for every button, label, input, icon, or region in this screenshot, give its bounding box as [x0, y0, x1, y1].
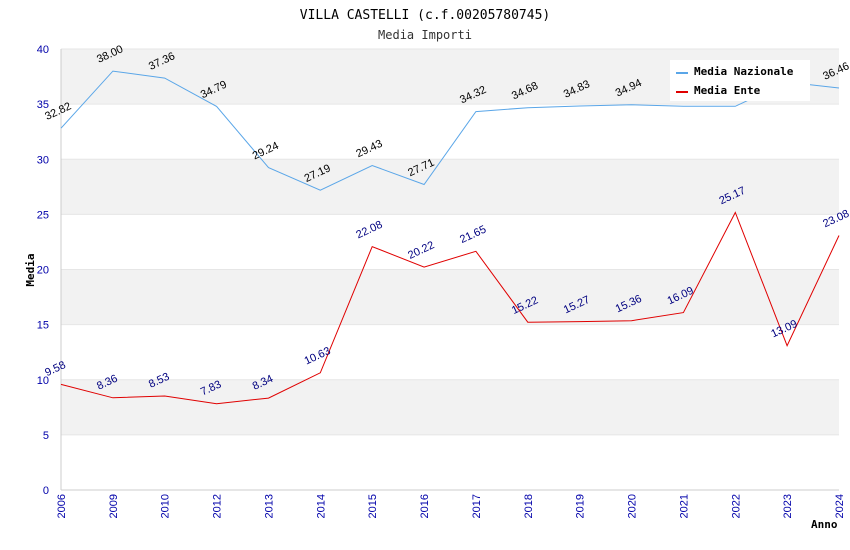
grid-band [61, 214, 839, 270]
x-axis-ticks: 2006 2009 2010 2012 2013 2014 2015 2016 2017 2018… [56, 494, 846, 518]
grid-band [61, 104, 839, 160]
legend: Media Nazionale Media Ente [670, 60, 810, 101]
x-tick-label: 2015 [367, 494, 379, 518]
x-tick-label: 2016 [419, 494, 431, 518]
grid-band [61, 159, 839, 215]
y-tick-label: 0 [43, 485, 49, 497]
grid-band [61, 269, 839, 325]
series-line-ente [60, 211, 840, 405]
x-tick-label: 2012 [212, 494, 224, 518]
y-tick-label: 20 [37, 265, 49, 277]
y-tick-label: 5 [43, 430, 49, 442]
x-tick-label: 2020 [627, 494, 639, 518]
legend-box [670, 60, 810, 101]
legend-label-ente: Media Ente [694, 84, 761, 97]
y-tick-label: 40 [37, 44, 49, 56]
x-tick-label: 2021 [678, 494, 690, 518]
x-tick-label: 2023 [782, 494, 794, 518]
x-tick-label: 2018 [523, 494, 535, 518]
y-axis-label: Media [24, 253, 37, 286]
legend-label-nazionale: Media Nazionale [694, 65, 794, 78]
series-lines [60, 70, 840, 405]
grid-band [61, 324, 839, 380]
x-axis-label: Anno [811, 518, 838, 531]
x-tick-label: 2017 [471, 494, 483, 518]
x-tick-label: 2022 [730, 494, 742, 518]
x-tick-label: 2006 [56, 494, 68, 518]
grid-band [61, 379, 839, 435]
x-tick-label: 2014 [315, 494, 327, 518]
y-tick-label: 10 [37, 375, 49, 387]
y-tick-label: 35 [37, 99, 49, 111]
series-line-nazionale [60, 70, 840, 191]
x-tick-label: 2024 [834, 494, 846, 518]
y-tick-label: 25 [37, 209, 49, 221]
x-tick-label: 2010 [160, 494, 172, 518]
y-tick-label: 15 [37, 320, 49, 332]
x-tick-label: 2013 [263, 494, 275, 518]
y-axis-ticks: 0 5 10 15 20 25 30 35 40 [37, 44, 49, 497]
x-tick-label: 2019 [575, 494, 587, 518]
chart-title: VILLA CASTELLI (c.f.00205780745) [300, 8, 550, 23]
x-tick-label: 2009 [108, 494, 120, 518]
y-tick-label: 30 [37, 154, 49, 166]
grid-band [61, 434, 839, 490]
chart-subtitle: Media Importi [378, 28, 472, 42]
grid-bands [60, 48, 839, 491]
